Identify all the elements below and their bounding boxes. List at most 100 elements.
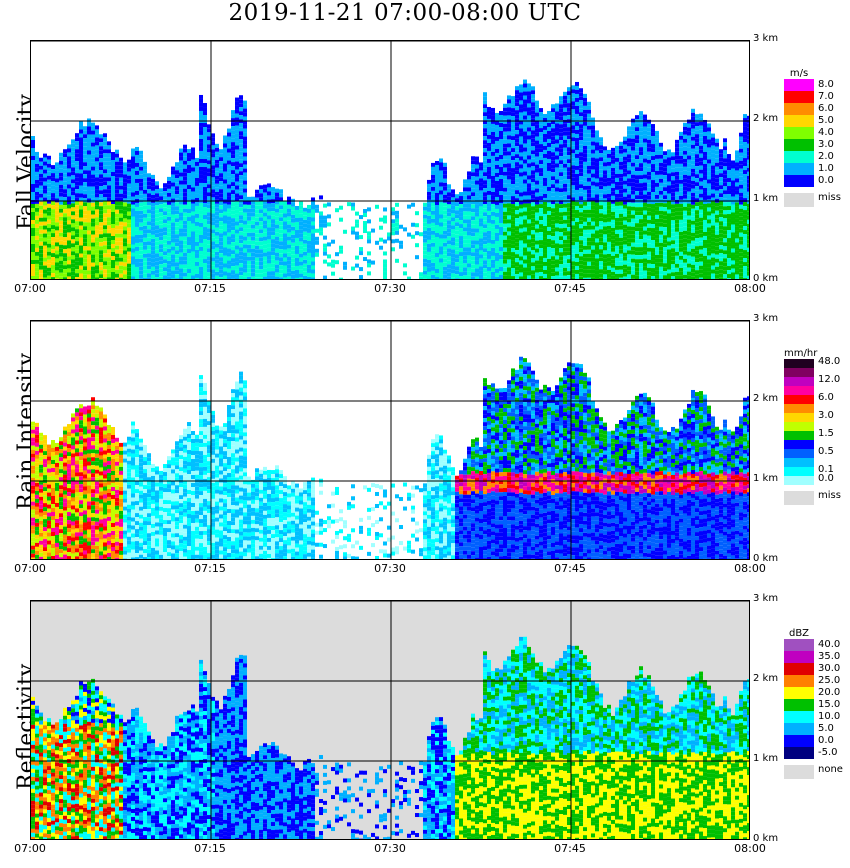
radar-cell [611, 179, 615, 184]
radar-cell [291, 206, 295, 211]
radar-cell [679, 267, 683, 272]
radar-cell [111, 160, 115, 165]
radar-cell [687, 171, 691, 176]
radar-cell [659, 190, 663, 195]
radar-cell [599, 225, 603, 230]
radar-cell [587, 241, 591, 246]
radar-cell [219, 253, 223, 258]
radar-cell [595, 226, 599, 231]
radar-cell [671, 220, 675, 225]
radar-cell [515, 86, 519, 91]
radar-cell [487, 262, 491, 267]
radar-cell [287, 220, 291, 225]
radar-cell [575, 257, 579, 262]
radar-cell [139, 162, 143, 167]
radar-cell [147, 225, 151, 230]
radar-cell [503, 175, 507, 180]
radar-cell [211, 177, 215, 182]
radar-cell [527, 211, 531, 216]
radar-cell [547, 186, 551, 191]
radar-cell [271, 203, 275, 208]
radar-cell [215, 251, 219, 256]
radar-cell [299, 221, 303, 226]
radar-cell [127, 227, 131, 232]
radar-cell [235, 185, 239, 190]
radar-cell [79, 145, 83, 150]
radar-cell [243, 192, 247, 197]
radar-cell [83, 226, 87, 231]
radar-cell [219, 149, 223, 154]
radar-cell [199, 190, 203, 195]
radar-cell [571, 169, 575, 174]
radar-cell [607, 225, 611, 230]
radar-cell [395, 214, 399, 219]
radar-cell [491, 267, 495, 272]
radar-cell [447, 212, 451, 217]
radar-cell [163, 235, 167, 240]
radar-cell [495, 272, 499, 277]
radar-cell [551, 184, 555, 189]
radar-cell [491, 223, 495, 228]
radar-cell [127, 215, 131, 220]
radar-cell [539, 120, 543, 125]
radar-cell [483, 204, 487, 209]
radar-cell [579, 228, 583, 233]
radar-cell [239, 183, 243, 188]
radar-cell [563, 187, 567, 192]
radar-cell [423, 210, 427, 215]
radar-cell [599, 249, 603, 254]
radar-cell [567, 195, 571, 200]
radar-cell [355, 263, 359, 268]
radar-cell [199, 158, 203, 163]
radar-cell [95, 129, 99, 134]
radar-cell [211, 233, 215, 238]
radar-cell [59, 192, 63, 197]
radar-cell [155, 233, 159, 238]
radar-cell [555, 207, 559, 212]
radar-cell [231, 278, 235, 279]
radar-cell [63, 261, 67, 266]
radar-cell [643, 230, 647, 235]
radar-cell [47, 171, 51, 176]
radar-cell [579, 144, 583, 149]
radar-cell [35, 231, 39, 236]
radar-cell [455, 206, 459, 211]
radar-cell [123, 174, 127, 179]
radar-cell [515, 226, 519, 231]
radar-cell [687, 231, 691, 236]
radar-cell [595, 146, 599, 151]
radar-cell [667, 193, 671, 198]
radar-cell [683, 190, 687, 195]
radar-cell [211, 261, 215, 266]
radar-cell [283, 245, 287, 250]
radar-cell [507, 247, 511, 252]
radar-cell [139, 182, 143, 187]
radar-cell [539, 208, 543, 213]
radar-cell [587, 273, 591, 278]
radar-cell [643, 262, 647, 267]
radar-cell [251, 276, 255, 279]
radar-cell [459, 260, 463, 265]
radar-cell [167, 192, 171, 197]
radar-cell [647, 143, 651, 148]
radar-cell [463, 235, 467, 240]
radar-cell [599, 233, 603, 238]
radar-cell [311, 217, 315, 222]
radar-cell [447, 272, 451, 277]
radar-cell [675, 247, 679, 252]
radar-cell [71, 231, 75, 236]
radar-cell [83, 262, 87, 267]
radar-cell [451, 261, 455, 266]
radar-cell [275, 260, 279, 265]
radar-cell [515, 210, 519, 215]
radar-cell [595, 158, 599, 163]
radar-cell [243, 216, 247, 221]
radar-cell [563, 207, 567, 212]
radar-cell [691, 116, 695, 121]
radar-cell [151, 262, 155, 267]
radar-cell [199, 150, 203, 155]
radar-cell [679, 151, 683, 156]
radar-cell [283, 273, 287, 278]
radar-cell [471, 264, 475, 269]
radar-cell [535, 264, 539, 269]
